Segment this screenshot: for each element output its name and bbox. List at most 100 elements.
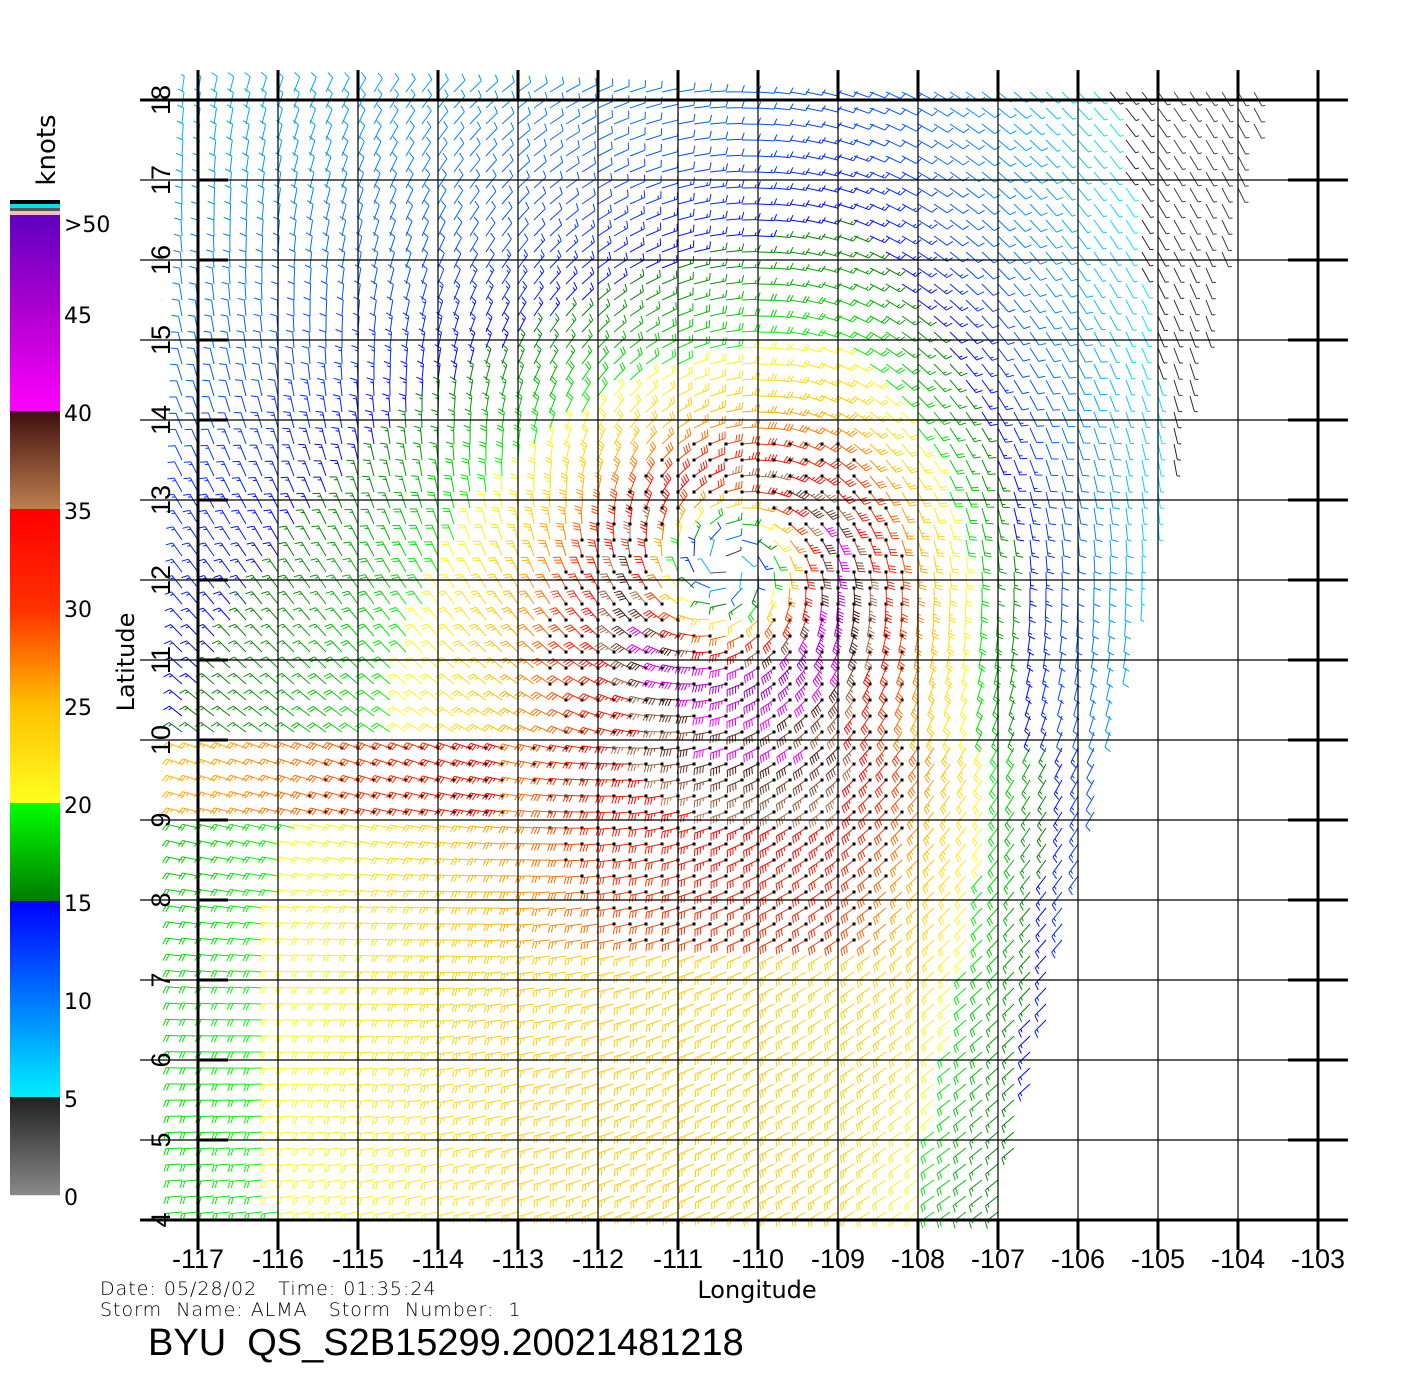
wind-barb	[260, 607, 279, 621]
colorbar-segment	[10, 1117, 60, 1120]
wind-barb	[853, 395, 874, 405]
wind-barb	[981, 363, 999, 378]
wind-barb	[693, 779, 711, 792]
rain-flag-marker	[868, 858, 872, 862]
wind-barb	[533, 217, 546, 237]
wind-barb	[485, 296, 494, 317]
wind-barb	[434, 907, 455, 915]
wind-barb	[726, 699, 743, 713]
colorbar-segment	[10, 1151, 60, 1154]
colorbar-segment	[10, 733, 60, 736]
wind-barb	[933, 571, 943, 591]
rain-flag-marker	[724, 810, 728, 814]
wind-barb	[840, 875, 855, 893]
rain-flag-marker	[820, 586, 824, 590]
rain-flag-marker	[724, 778, 728, 782]
wind-barb	[677, 504, 686, 525]
wind-barb	[435, 1051, 455, 1061]
rain-flag-marker	[868, 762, 872, 766]
wind-barb	[491, 507, 503, 525]
rain-flag-marker	[708, 442, 712, 446]
wind-barb	[791, 1035, 807, 1051]
rain-flag-marker	[740, 714, 744, 718]
wind-barb	[872, 1195, 887, 1212]
wind-barb	[1089, 699, 1096, 720]
wind-barb	[923, 779, 935, 799]
wind-barb	[743, 923, 759, 938]
wind-barb	[857, 891, 871, 909]
wind-barb	[304, 280, 312, 301]
rain-flag-marker	[740, 826, 744, 830]
rain-flag-marker	[724, 906, 728, 910]
wind-barb	[532, 955, 551, 965]
colorbar-segment	[10, 865, 60, 868]
wind-barb	[628, 472, 637, 493]
wind-barb	[469, 296, 477, 317]
wind-barb	[313, 476, 327, 493]
wind-barb	[613, 456, 621, 477]
rain-flag-marker	[692, 730, 696, 734]
wind-barb	[259, 1131, 279, 1140]
wind-barb	[1077, 523, 1088, 542]
wind-barb	[166, 493, 183, 509]
wind-barb	[677, 427, 692, 445]
wind-barb	[229, 558, 247, 573]
colorbar-segment	[10, 791, 60, 794]
wind-barb	[290, 1003, 311, 1011]
rain-flag-marker	[788, 842, 792, 846]
wind-barb	[594, 710, 615, 719]
wind-barb	[791, 907, 807, 924]
wind-barb	[1173, 219, 1186, 235]
wind-barb	[645, 971, 663, 984]
wind-barb	[840, 987, 855, 1004]
wind-barb	[579, 641, 599, 653]
wind-barb	[901, 507, 916, 523]
wind-barb	[1009, 683, 1016, 704]
wind-barb	[1077, 219, 1092, 234]
wind-barb	[1077, 427, 1091, 444]
wind-barb	[1109, 347, 1121, 363]
wind-barb	[743, 1051, 759, 1067]
wind-barb	[275, 1179, 295, 1189]
wind-barb	[404, 1115, 423, 1126]
wind-barb	[378, 475, 391, 493]
wind-barb	[905, 891, 919, 910]
wind-barb	[805, 507, 825, 519]
wind-barb	[775, 1163, 791, 1179]
wind-barb	[1002, 939, 1015, 959]
wind-barb	[291, 1083, 311, 1092]
wind-barb	[905, 955, 919, 974]
rain-flag-marker	[484, 778, 488, 782]
wind-barb	[630, 1163, 647, 1177]
rain-flag-marker	[820, 570, 824, 574]
colorbar-segment	[10, 529, 60, 532]
wind-barb	[1105, 699, 1112, 721]
wind-barb	[725, 370, 744, 381]
colorbar-cap	[10, 200, 60, 204]
wind-barb	[791, 1051, 807, 1067]
colorbar-segment	[10, 621, 60, 624]
wind-barb	[694, 1115, 711, 1130]
wind-barb	[1109, 315, 1122, 331]
wind-barb	[869, 219, 890, 227]
wind-barb	[262, 525, 279, 541]
rain-flag-marker	[868, 490, 872, 494]
rain-flag-marker	[580, 698, 584, 702]
wind-barb	[921, 1035, 935, 1053]
wind-barb	[317, 361, 327, 381]
wind-barb	[890, 827, 903, 847]
wind-barb	[908, 747, 919, 768]
colorbar-segment	[10, 469, 60, 472]
wind-barb	[211, 705, 231, 717]
wind-barb	[965, 555, 976, 574]
wind-barb	[644, 827, 663, 838]
wind-barb	[435, 1019, 455, 1029]
wind-barb	[578, 659, 599, 669]
wind-barb	[997, 347, 1015, 362]
wind-barb	[403, 1019, 423, 1028]
wind-barb	[629, 955, 647, 968]
wind-barb	[773, 199, 794, 207]
wind-barb	[1061, 315, 1078, 330]
wind-barb	[1173, 363, 1183, 380]
wind-barb	[1045, 411, 1060, 428]
